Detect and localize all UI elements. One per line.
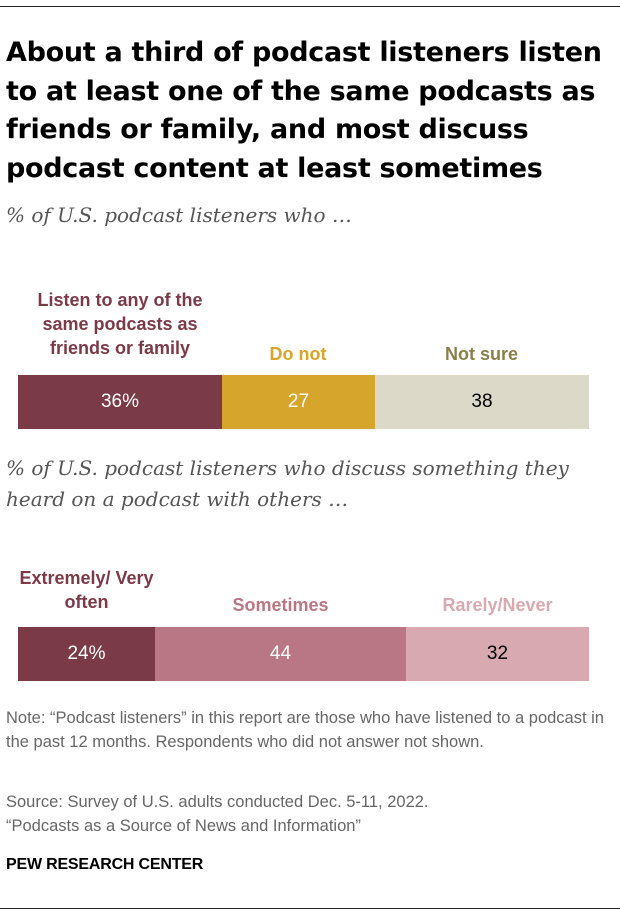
chart2-subtitle: % of U.S. podcast listeners who discuss …	[6, 456, 569, 511]
chart2-category-label-2: Rarely/Never	[442, 595, 553, 615]
chart1-subtitle: % of U.S. podcast listeners who …	[6, 203, 352, 227]
chart2-value-label-0: 24%	[67, 643, 106, 664]
chart2-category-label-0: Extremely/ Very often	[19, 568, 154, 612]
chart1-category-label-2: Not sure	[444, 344, 518, 364]
chart1-bar: 36% 27 38	[18, 375, 589, 429]
chart-note: Note: “Podcast listeners” in this report…	[6, 709, 604, 751]
brand-logo-text: PEW RESEARCH CENTER	[6, 856, 204, 873]
chart-title: About a third of podcast listeners liste…	[6, 37, 602, 184]
chart1-segment-1: 27	[222, 375, 375, 429]
top-rule	[0, 6, 620, 7]
chart2-value-label-1: 44	[269, 643, 292, 664]
chart2-bar: 24% 44 32	[18, 627, 589, 681]
chart-source: Source: Survey of U.S. adults conducted …	[6, 793, 429, 811]
chart1-value-label-2: 38	[471, 391, 493, 412]
chart2-category-label-1: Sometimes	[232, 595, 329, 615]
chart1-value-label-1: 27	[287, 391, 310, 412]
chart2-segment-2: 32	[406, 627, 589, 681]
chart2-segment-1: 44	[155, 627, 406, 681]
chart1-segment-2: 38	[375, 375, 589, 429]
bottom-rule	[0, 908, 620, 909]
chart1-category-label-0: Listen to any of the same podcasts as fr…	[37, 290, 203, 358]
chart1-category-label-1: Do not	[269, 344, 327, 364]
chart2-segment-0: 24%	[18, 627, 155, 681]
chart1-segment-0: 36%	[18, 375, 222, 429]
chart-report-title: “Podcasts as a Source of News and Inform…	[6, 817, 361, 835]
chart2-value-label-2: 32	[486, 643, 509, 664]
chart1-value-label-0: 36%	[100, 391, 140, 412]
